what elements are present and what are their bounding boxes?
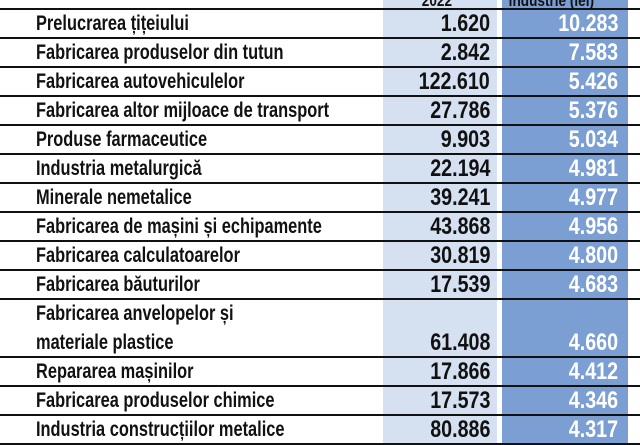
cell-value: 9.903 bbox=[440, 126, 490, 153]
cell-value: 4.317 bbox=[568, 416, 618, 443]
cell-value: 22.194 bbox=[429, 155, 490, 182]
row-divider bbox=[0, 95, 640, 97]
cell-value: 17.866 bbox=[429, 358, 490, 385]
cell-value: 17.573 bbox=[429, 387, 490, 414]
cell-value: 2.842 bbox=[440, 39, 490, 66]
row-divider bbox=[0, 443, 640, 445]
cell-value: 4.683 bbox=[568, 271, 618, 298]
row-label: Minerale nemetalice bbox=[36, 186, 192, 209]
row-divider bbox=[0, 414, 640, 416]
row-label: Fabricarea calculatoarelor bbox=[36, 244, 240, 267]
cell-value: 4.981 bbox=[568, 155, 618, 182]
cell-value: 122.610 bbox=[418, 68, 490, 95]
cell-value: 43.868 bbox=[429, 213, 490, 240]
row-divider bbox=[0, 385, 640, 387]
row-divider bbox=[0, 298, 640, 300]
row-divider bbox=[0, 37, 640, 39]
column-band bbox=[383, 0, 497, 445]
row-divider bbox=[0, 66, 640, 68]
cell-value: 30.819 bbox=[429, 242, 490, 269]
cell-value: 5.034 bbox=[568, 126, 618, 153]
cell-value: 4.956 bbox=[568, 213, 618, 240]
row-label: Fabricarea băuturilor bbox=[36, 273, 200, 296]
row-label: Fabricarea produselor din tutun bbox=[36, 41, 284, 64]
column-header: 2022 bbox=[421, 0, 453, 10]
cell-value: 10.283 bbox=[557, 10, 618, 37]
row-label: Fabricarea anvelopelor și bbox=[36, 302, 234, 325]
row-divider bbox=[0, 124, 640, 126]
column-header: industrie (lei) bbox=[508, 0, 595, 10]
cell-value: 1.620 bbox=[440, 10, 490, 37]
cell-value: 4.412 bbox=[568, 358, 618, 385]
row-label: Fabricarea produselor chimice bbox=[36, 389, 275, 412]
row-divider bbox=[0, 240, 640, 242]
row-label: Produse farmaceutice bbox=[36, 128, 208, 151]
cell-value: 4.977 bbox=[568, 184, 618, 211]
cell-value: 39.241 bbox=[429, 184, 490, 211]
cell-value: 27.786 bbox=[429, 97, 490, 124]
row-label: Industria construcțiilor metalice bbox=[36, 418, 285, 441]
row-divider bbox=[0, 182, 640, 184]
row-divider bbox=[0, 211, 640, 213]
cell-value: 61.408 bbox=[429, 329, 490, 356]
row-divider bbox=[0, 356, 640, 358]
cell-value: 4.800 bbox=[568, 242, 618, 269]
row-label: Fabricarea de mașini și echipamente bbox=[36, 215, 322, 238]
row-label: materiale plastice bbox=[36, 331, 174, 354]
cell-value: 5.426 bbox=[568, 68, 618, 95]
cell-value: 17.539 bbox=[429, 271, 490, 298]
row-label: Prelucrarea țițeiului bbox=[36, 12, 189, 35]
row-divider bbox=[0, 269, 640, 271]
cell-value: 7.583 bbox=[568, 39, 618, 66]
cell-value: 4.660 bbox=[568, 329, 618, 356]
row-divider bbox=[0, 153, 640, 155]
row-label: Fabricarea altor mijloace de transport bbox=[36, 99, 330, 122]
row-label: Industria metalurgică bbox=[36, 157, 202, 180]
row-label: Fabricarea autovehiculelor bbox=[36, 70, 245, 93]
cell-value: 4.346 bbox=[568, 387, 618, 414]
cell-value: 5.376 bbox=[568, 97, 618, 124]
column-band bbox=[502, 0, 628, 445]
cell-value: 80.886 bbox=[429, 416, 490, 443]
row-label: Repararea mașinilor bbox=[36, 360, 194, 383]
row-divider bbox=[0, 8, 640, 10]
